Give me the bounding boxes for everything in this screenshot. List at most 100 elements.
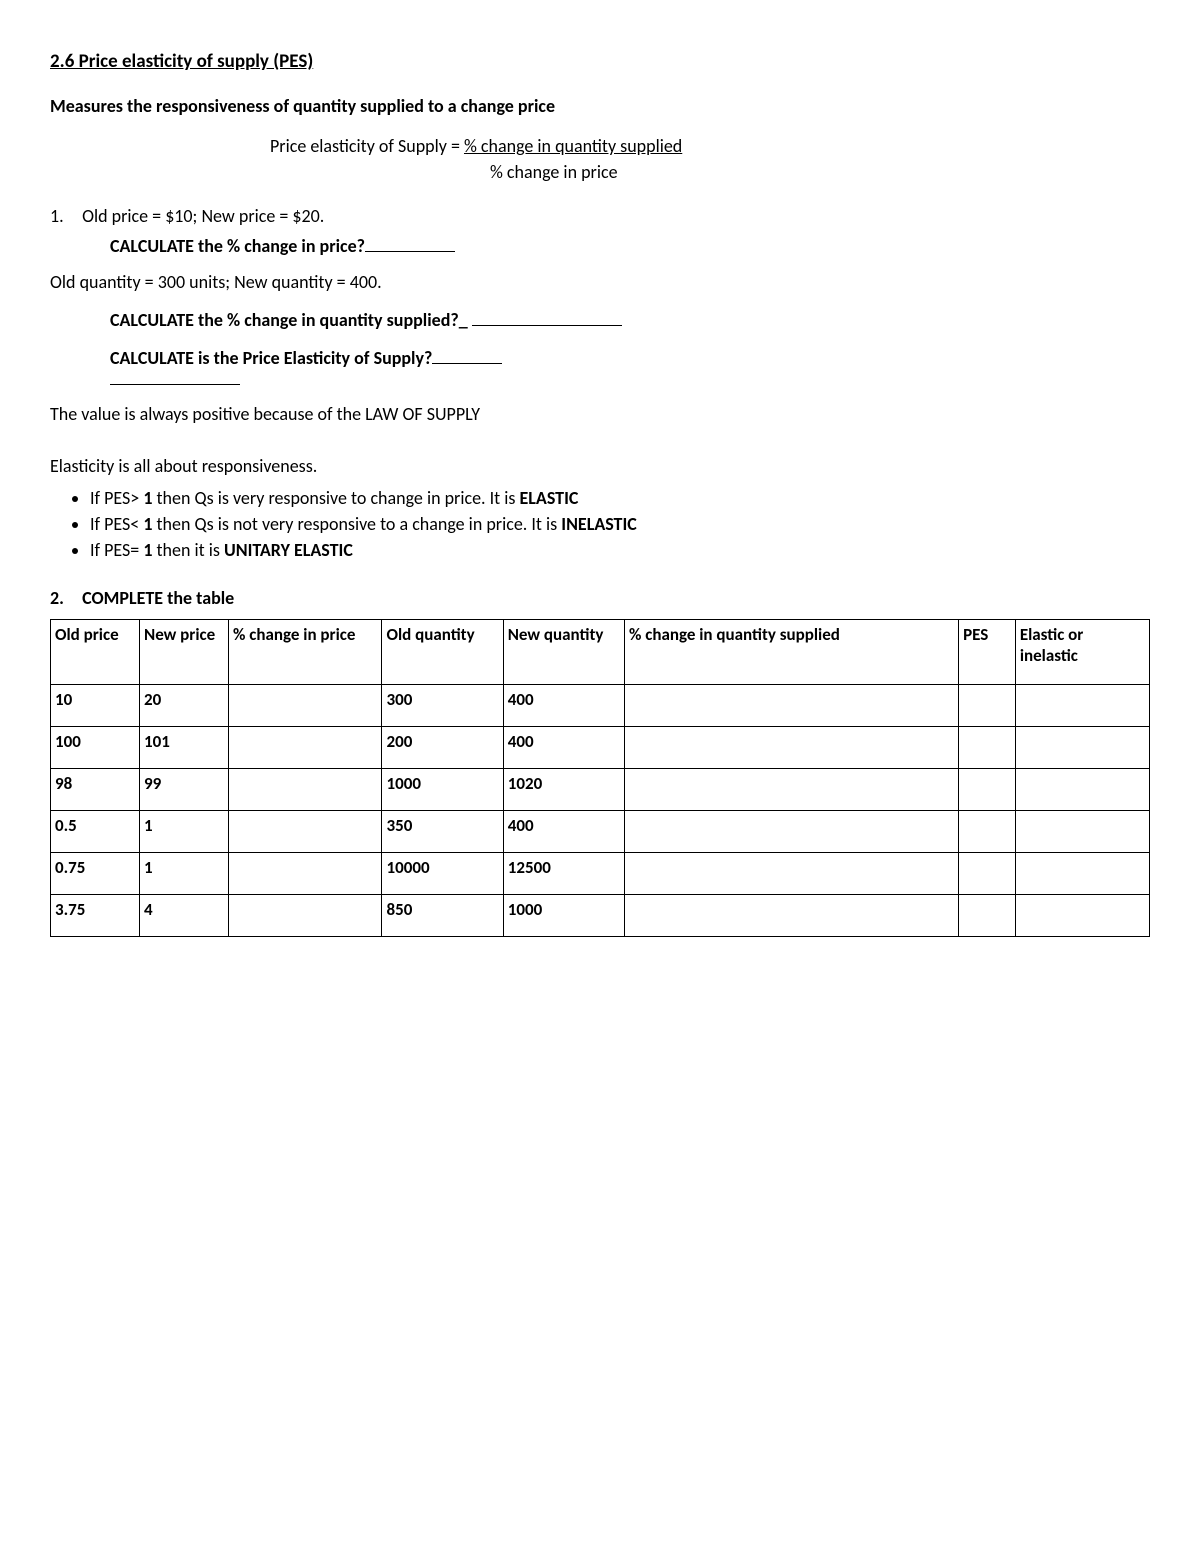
table-cell: 0.75 xyxy=(51,853,140,895)
table-cell xyxy=(229,769,382,811)
table-row: 0.51350400 xyxy=(51,811,1150,853)
table-cell xyxy=(959,811,1016,853)
th-new-price: New price xyxy=(140,620,229,685)
table-cell xyxy=(624,769,958,811)
table-cell: 20 xyxy=(140,685,229,727)
law-of-supply-text: The value is always positive because of … xyxy=(50,403,1150,425)
section-subtitle: Measures the responsiveness of quantity … xyxy=(50,95,1150,117)
q1-line2: Old quantity = 300 units; New quantity =… xyxy=(50,271,1150,293)
question-2: 2. COMPLETE the table xyxy=(50,587,1150,609)
q2-title: COMPLETE the table xyxy=(82,587,234,609)
table-cell: 400 xyxy=(503,685,624,727)
b3-pre: If PES= xyxy=(90,539,143,561)
q1-calc-price: CALCULATE the % change in price? xyxy=(50,233,1150,257)
b2-inelastic: INELASTIC xyxy=(561,513,637,535)
b1-pre: If PES> xyxy=(90,487,143,509)
th-elastic: Elastic or inelastic xyxy=(1015,620,1149,685)
elasticity-bullets: If PES> 1 then Qs is very responsive to … xyxy=(90,487,1150,561)
b3-unitary: UNITARY ELASTIC xyxy=(224,539,353,561)
table-cell xyxy=(959,895,1016,937)
table-cell xyxy=(624,685,958,727)
blank-underline xyxy=(110,383,240,385)
table-cell xyxy=(1015,811,1149,853)
formula-lhs: Price elasticity of Supply = xyxy=(270,135,464,157)
elasticity-intro: Elasticity is all about responsiveness. xyxy=(50,455,1150,477)
table-cell xyxy=(624,811,958,853)
b2-pre: If PES< xyxy=(90,513,143,535)
table-cell xyxy=(229,895,382,937)
bullet-elastic: If PES> 1 then Qs is very responsive to … xyxy=(90,487,1150,509)
question-1: 1. Old price = $10; New price = $20. xyxy=(50,205,1150,227)
table-row: 100101 200400 xyxy=(51,727,1150,769)
table-cell: 850 xyxy=(382,895,503,937)
blank-pes xyxy=(432,345,502,364)
formula-numerator-line: Price elasticity of Supply = % change in… xyxy=(50,135,1150,157)
bullet-unitary: If PES= 1 then it is UNITARY ELASTIC xyxy=(90,539,1150,561)
table-cell: 0.5 xyxy=(51,811,140,853)
table-cell: 1 xyxy=(140,811,229,853)
table-cell xyxy=(624,853,958,895)
table-cell xyxy=(959,685,1016,727)
table-cell xyxy=(229,685,382,727)
table-cell: 99 xyxy=(140,769,229,811)
th-old-qty: Old quantity xyxy=(382,620,503,685)
table-cell xyxy=(624,727,958,769)
table-cell: 1 xyxy=(140,853,229,895)
q1-calc-qty: CALCULATE the % change in quantity suppl… xyxy=(50,307,1150,331)
b3-mid: then it is xyxy=(152,539,224,561)
table-row: 0.751 1000012500 xyxy=(51,853,1150,895)
table-cell xyxy=(959,727,1016,769)
table-cell: 1000 xyxy=(382,769,503,811)
blank-qty xyxy=(472,307,622,326)
table-cell: 1020 xyxy=(503,769,624,811)
table-cell xyxy=(229,727,382,769)
table-cell: 101 xyxy=(140,727,229,769)
th-pct-qty: % change in quantity supplied xyxy=(624,620,958,685)
section-title: 2.6 Price elasticity of supply (PES) xyxy=(50,50,1150,73)
table-row: 3.754 8501000 xyxy=(51,895,1150,937)
table-cell: 1000 xyxy=(503,895,624,937)
table-cell: 10 xyxy=(51,685,140,727)
table-cell xyxy=(1015,685,1149,727)
b2-mid: then Qs is not very responsive to a chan… xyxy=(152,513,561,535)
table-cell xyxy=(1015,769,1149,811)
table-cell: 400 xyxy=(503,811,624,853)
formula-numerator: % change in quantity supplied xyxy=(464,135,682,157)
table-cell: 4 xyxy=(140,895,229,937)
th-old-price: Old price xyxy=(51,620,140,685)
table-row: 1020 300400 xyxy=(51,685,1150,727)
table-cell: 12500 xyxy=(503,853,624,895)
formula-denominator-line: % change in price xyxy=(50,161,1150,183)
table-cell: 100 xyxy=(51,727,140,769)
table-header-row: Old price New price % change in price Ol… xyxy=(51,620,1150,685)
table-cell xyxy=(229,853,382,895)
table-cell: 10000 xyxy=(382,853,503,895)
table-cell: 200 xyxy=(382,727,503,769)
table-cell xyxy=(229,811,382,853)
q2-number: 2. xyxy=(50,587,78,609)
q1-calc2-text: CALCULATE the % change in quantity suppl… xyxy=(110,309,468,331)
table-cell xyxy=(959,769,1016,811)
table-cell xyxy=(624,895,958,937)
table-cell: 400 xyxy=(503,727,624,769)
pes-table: Old price New price % change in price Ol… xyxy=(50,619,1150,937)
q1-number: 1. xyxy=(50,205,78,227)
q1-line1: Old price = $10; New price = $20. xyxy=(82,205,324,227)
bullet-inelastic: If PES< 1 then Qs is not very responsive… xyxy=(90,513,1150,535)
table-cell xyxy=(1015,727,1149,769)
b1-elastic: ELASTIC xyxy=(520,487,579,509)
table-cell xyxy=(1015,853,1149,895)
table-cell xyxy=(1015,895,1149,937)
q1-calc1-text: CALCULATE the % change in price? xyxy=(110,235,365,257)
table-cell: 300 xyxy=(382,685,503,727)
table-row: 9899 10001020 xyxy=(51,769,1150,811)
th-new-qty: New quantity xyxy=(503,620,624,685)
table-cell: 3.75 xyxy=(51,895,140,937)
b1-mid: then Qs is very responsive to change in … xyxy=(152,487,519,509)
th-pct-price: % change in price xyxy=(229,620,382,685)
table-cell xyxy=(959,853,1016,895)
q1-calc3-text: CALCULATE is the Price Elasticity of Sup… xyxy=(110,347,432,369)
blank-price xyxy=(365,233,455,252)
q1-calc-pes: CALCULATE is the Price Elasticity of Sup… xyxy=(50,345,1150,369)
table-cell: 98 xyxy=(51,769,140,811)
